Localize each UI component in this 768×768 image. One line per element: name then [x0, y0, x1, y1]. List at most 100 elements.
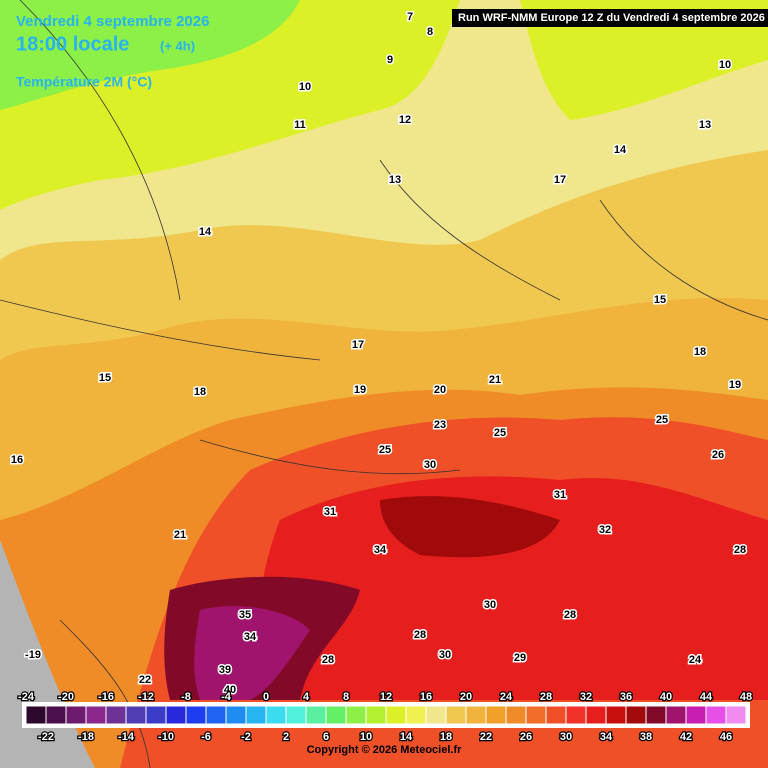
- scale-label: 0: [263, 691, 269, 703]
- scale-swatch: [245, 705, 267, 725]
- scale-label: 30: [560, 731, 572, 743]
- isotherm-label: 23: [434, 419, 446, 431]
- scale-label: 26: [520, 731, 532, 743]
- isotherm-label: 18: [194, 386, 206, 398]
- scale-swatch: [625, 705, 647, 725]
- scale-label: 44: [700, 691, 713, 703]
- scale-label: -14: [118, 731, 135, 743]
- scale-label: -6: [201, 731, 211, 743]
- isotherm-label: 28: [322, 654, 334, 666]
- isotherm-label: 16: [11, 454, 23, 466]
- isotherm-label: 25: [656, 414, 668, 426]
- scale-swatch: [585, 705, 607, 725]
- isotherm-label: 20: [434, 384, 446, 396]
- offset: (+ 4h): [160, 38, 195, 53]
- isotherm-label: 35: [239, 609, 251, 621]
- date: Vendredi 4 septembre 2026: [16, 13, 209, 30]
- isotherm-label: 34: [244, 631, 257, 643]
- scale-swatch: [665, 705, 687, 725]
- isotherm-label: 30: [424, 459, 436, 471]
- isotherm-label: 21: [174, 529, 186, 541]
- scale-swatch: [45, 705, 67, 725]
- scale-label: 14: [400, 731, 413, 743]
- isotherm-label: 21: [489, 374, 501, 386]
- scale-swatch: [185, 705, 207, 725]
- isotherm-label: 25: [494, 427, 506, 439]
- scale-label: -12: [138, 691, 154, 703]
- scale-swatch: [505, 705, 527, 725]
- scale-swatch: [365, 705, 387, 725]
- isotherm-label: 14: [614, 144, 627, 156]
- scale-label: 34: [600, 731, 613, 743]
- isotherm-label: 22: [139, 674, 151, 686]
- isotherm-label: 9: [387, 54, 393, 66]
- scale-swatch: [305, 705, 327, 725]
- scale-swatch: [325, 705, 347, 725]
- scale-swatch: [145, 705, 167, 725]
- isotherm-label: 12: [399, 114, 411, 126]
- scale-swatch: [725, 705, 747, 725]
- isotherm-label: 39: [219, 664, 231, 676]
- scale-label: 24: [500, 691, 513, 703]
- scale-swatch: [705, 705, 727, 725]
- scale-label: -8: [181, 691, 191, 703]
- scale-swatch: [565, 705, 587, 725]
- scale-label: 22: [480, 731, 492, 743]
- isotherm-label: 19: [729, 379, 741, 391]
- scale-label: 6: [323, 731, 329, 743]
- scale-swatch: [605, 705, 627, 725]
- isotherm-label: 11: [294, 119, 306, 131]
- scale-label: -10: [158, 731, 174, 743]
- scale-label: -18: [78, 731, 94, 743]
- scale-label: 40: [660, 691, 672, 703]
- isotherm-label: 7: [407, 11, 413, 23]
- isotherm-label: 17: [352, 339, 364, 351]
- isotherm-label: 32: [599, 524, 611, 536]
- isotherm-label: 13: [699, 119, 711, 131]
- scale-label: 48: [740, 691, 752, 703]
- scale-swatch: [65, 705, 87, 725]
- isotherm-label: 40: [224, 684, 236, 696]
- scale-swatch: [685, 705, 707, 725]
- isotherm-label: 15: [654, 294, 666, 306]
- isotherm-label: 15: [99, 372, 111, 384]
- scale-swatch: [405, 705, 427, 725]
- scale-swatch: [345, 705, 367, 725]
- isotherm-label: 8: [427, 26, 433, 38]
- scale-label: 16: [420, 691, 432, 703]
- isotherm-label: 13: [389, 174, 401, 186]
- scale-swatch: [105, 705, 127, 725]
- isotherm-label: 34: [374, 544, 387, 556]
- scale-label: -20: [58, 691, 74, 703]
- scale-label: -22: [38, 731, 54, 743]
- isotherm-label: -19: [25, 649, 41, 661]
- scale-swatch: [465, 705, 487, 725]
- isotherm-label: 18: [694, 346, 706, 358]
- isotherm-label: 31: [324, 506, 336, 518]
- scale-swatch: [485, 705, 507, 725]
- isotherm-label: 10: [299, 81, 311, 93]
- scale-label: 42: [680, 731, 692, 743]
- isotherm-label: 30: [484, 599, 496, 611]
- variable: Température 2M (°C): [16, 74, 152, 90]
- scale-label: 20: [460, 691, 472, 703]
- scale-swatch: [425, 705, 447, 725]
- scale-label: -16: [98, 691, 114, 703]
- isotherm-label: 17: [554, 174, 566, 186]
- isotherm-label: 14: [199, 226, 212, 238]
- scale-swatch: [645, 705, 667, 725]
- scale-label: -2: [241, 731, 251, 743]
- scale-label: 10: [360, 731, 372, 743]
- isotherm-label: 24: [689, 654, 702, 666]
- scale-label: 36: [620, 691, 632, 703]
- scale-label: 32: [580, 691, 592, 703]
- scale-swatch: [385, 705, 407, 725]
- scale-label: 28: [540, 691, 552, 703]
- scale-swatch: [165, 705, 187, 725]
- run-box: [452, 9, 768, 27]
- isotherm-label: 28: [564, 609, 576, 621]
- run-label: Run WRF-NMM Europe 12 Z du Vendredi 4 se…: [458, 12, 765, 24]
- isotherm-label: 29: [514, 652, 526, 664]
- isotherm-label: 10: [719, 59, 731, 71]
